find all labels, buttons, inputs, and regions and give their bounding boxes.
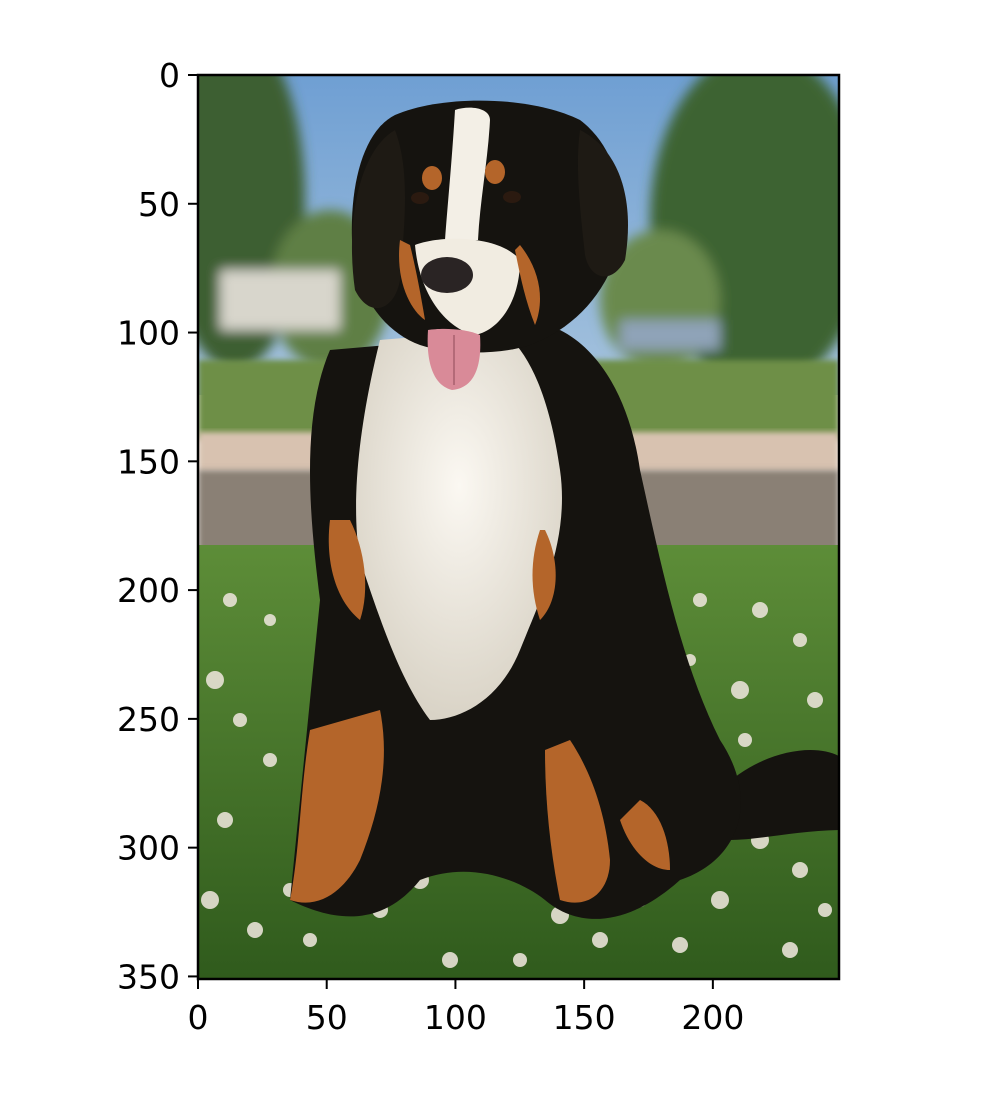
dog-photo bbox=[198, 75, 839, 979]
x-tick-label: 150 bbox=[553, 998, 616, 1037]
x-axis: 0 50 100 150 200 bbox=[188, 979, 744, 1037]
axes-frame bbox=[196, 73, 841, 981]
y-tick-label: 300 bbox=[117, 829, 180, 868]
y-tick-label: 350 bbox=[117, 957, 180, 996]
x-tick-label: 50 bbox=[306, 998, 348, 1037]
x-tick-label: 200 bbox=[681, 998, 744, 1037]
y-tick-label: 200 bbox=[117, 571, 180, 610]
y-tick-label: 50 bbox=[138, 185, 180, 224]
y-tick-label: 150 bbox=[117, 442, 180, 481]
y-tick-label: 100 bbox=[117, 314, 180, 353]
dog bbox=[290, 100, 839, 919]
y-tick-label: 250 bbox=[117, 700, 180, 739]
x-tick-label: 100 bbox=[424, 998, 487, 1037]
y-tick-label: 0 bbox=[159, 56, 180, 95]
y-axis: 0 50 100 150 200 250 300 350 bbox=[117, 56, 198, 996]
x-tick-label: 0 bbox=[188, 998, 209, 1037]
